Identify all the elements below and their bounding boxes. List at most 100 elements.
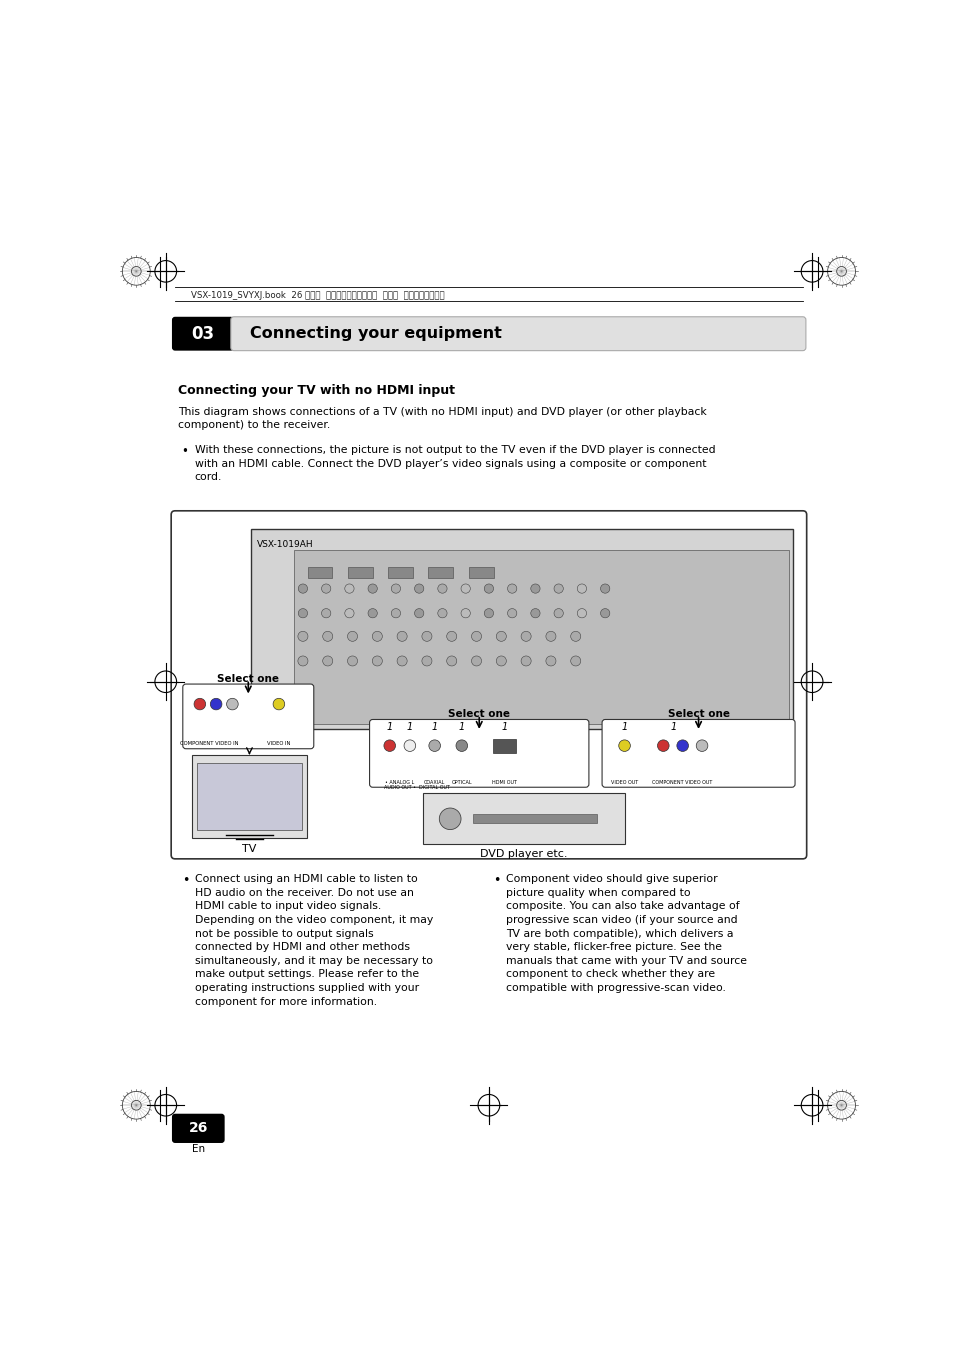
Circle shape (297, 656, 308, 666)
Circle shape (471, 632, 481, 641)
Text: This diagram shows connections of a TV (with no HDMI input) and DVD player (or o: This diagram shows connections of a TV (… (177, 406, 706, 431)
FancyBboxPatch shape (369, 720, 588, 787)
Circle shape (437, 585, 447, 593)
Circle shape (322, 632, 333, 641)
Text: VSX-1019_SVYXJ.book  26 ページ  ２００９年２月１７日  火曜日  午前１１時１３分: VSX-1019_SVYXJ.book 26 ページ ２００９年２月１７日 火曜… (191, 292, 444, 301)
Text: 1: 1 (620, 722, 627, 732)
Text: 1: 1 (670, 722, 676, 732)
FancyBboxPatch shape (171, 510, 806, 859)
Circle shape (415, 585, 423, 593)
Circle shape (520, 656, 531, 666)
Circle shape (347, 656, 357, 666)
Text: • ANALOG L
AUDIO OUT •: • ANALOG L AUDIO OUT • (383, 779, 416, 790)
Circle shape (391, 585, 400, 593)
Circle shape (456, 740, 467, 752)
Text: HDMI OUT: HDMI OUT (492, 779, 517, 784)
Circle shape (530, 585, 539, 593)
Text: COMPONENT VIDEO OUT: COMPONENT VIDEO OUT (652, 779, 712, 784)
Circle shape (227, 698, 238, 710)
Circle shape (372, 632, 382, 641)
Circle shape (368, 585, 377, 593)
Circle shape (460, 585, 470, 593)
Circle shape (577, 585, 586, 593)
Circle shape (421, 632, 432, 641)
Text: En: En (192, 1143, 205, 1154)
Bar (468, 567, 493, 578)
Text: Select one: Select one (217, 674, 279, 684)
Circle shape (344, 609, 354, 618)
Bar (473, 814, 597, 824)
Circle shape (193, 698, 206, 710)
Circle shape (554, 609, 562, 618)
Circle shape (520, 632, 531, 641)
Text: Connect using an HDMI cable to listen to
HD audio on the receiver. Do not use an: Connect using an HDMI cable to listen to… (194, 875, 433, 1007)
Circle shape (344, 585, 354, 593)
Circle shape (437, 609, 447, 618)
Circle shape (599, 585, 609, 593)
Circle shape (368, 609, 377, 618)
Circle shape (696, 740, 707, 752)
Circle shape (446, 632, 456, 641)
Circle shape (404, 740, 416, 752)
Circle shape (421, 656, 432, 666)
Text: VSX-1019AH: VSX-1019AH (257, 540, 314, 549)
FancyBboxPatch shape (183, 684, 314, 749)
Circle shape (322, 656, 333, 666)
Circle shape (298, 609, 307, 618)
Text: •: • (181, 875, 189, 887)
Circle shape (676, 740, 688, 752)
Circle shape (496, 632, 506, 641)
Circle shape (570, 632, 580, 641)
Bar (294, 549, 788, 724)
Circle shape (577, 609, 586, 618)
FancyBboxPatch shape (172, 1114, 224, 1143)
Text: 1: 1 (458, 722, 464, 732)
Circle shape (439, 809, 460, 830)
Text: 03: 03 (192, 325, 214, 343)
Text: VIDEO IN: VIDEO IN (267, 741, 291, 747)
Circle shape (372, 656, 382, 666)
Circle shape (391, 609, 400, 618)
Bar (251, 528, 793, 729)
Circle shape (618, 740, 630, 752)
Circle shape (321, 585, 331, 593)
Text: 26: 26 (189, 1122, 208, 1135)
Text: 1: 1 (406, 722, 413, 732)
Bar (422, 794, 624, 844)
Circle shape (507, 585, 517, 593)
Circle shape (484, 585, 493, 593)
Circle shape (545, 656, 556, 666)
Circle shape (599, 609, 609, 618)
Text: •: • (181, 446, 189, 459)
Text: OPTICAL: OPTICAL (451, 779, 472, 784)
Circle shape (545, 632, 556, 641)
FancyBboxPatch shape (231, 317, 805, 351)
Bar (493, 738, 516, 752)
Text: 1: 1 (500, 722, 507, 732)
Text: COAXIAL
DIGITAL OUT: COAXIAL DIGITAL OUT (418, 779, 450, 790)
Text: COMPONENT VIDEO IN: COMPONENT VIDEO IN (180, 741, 238, 747)
Circle shape (298, 585, 307, 593)
Text: VIDEO OUT: VIDEO OUT (610, 779, 638, 784)
Circle shape (383, 740, 395, 752)
Text: 1: 1 (431, 722, 437, 732)
Circle shape (396, 632, 407, 641)
Text: Select one: Select one (667, 710, 729, 720)
Circle shape (460, 609, 470, 618)
Bar (348, 567, 373, 578)
Text: 1: 1 (386, 722, 393, 732)
Bar (196, 763, 302, 830)
FancyBboxPatch shape (172, 317, 233, 351)
Circle shape (471, 656, 481, 666)
Circle shape (297, 632, 308, 641)
Text: Select one: Select one (448, 710, 510, 720)
Circle shape (530, 609, 539, 618)
Text: With these connections, the picture is not output to the TV even if the DVD play: With these connections, the picture is n… (194, 446, 715, 482)
Text: Connecting your TV with no HDMI input: Connecting your TV with no HDMI input (177, 383, 455, 397)
Circle shape (570, 656, 580, 666)
Text: •: • (493, 875, 499, 887)
Circle shape (321, 609, 331, 618)
Bar (428, 567, 453, 578)
Text: Component video should give superior
picture quality when compared to
composite.: Component video should give superior pic… (506, 875, 746, 994)
Bar (192, 755, 307, 838)
